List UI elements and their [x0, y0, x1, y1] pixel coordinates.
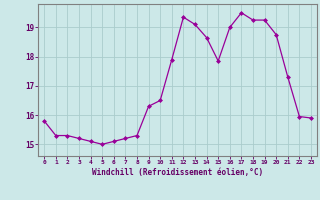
X-axis label: Windchill (Refroidissement éolien,°C): Windchill (Refroidissement éolien,°C) — [92, 168, 263, 177]
